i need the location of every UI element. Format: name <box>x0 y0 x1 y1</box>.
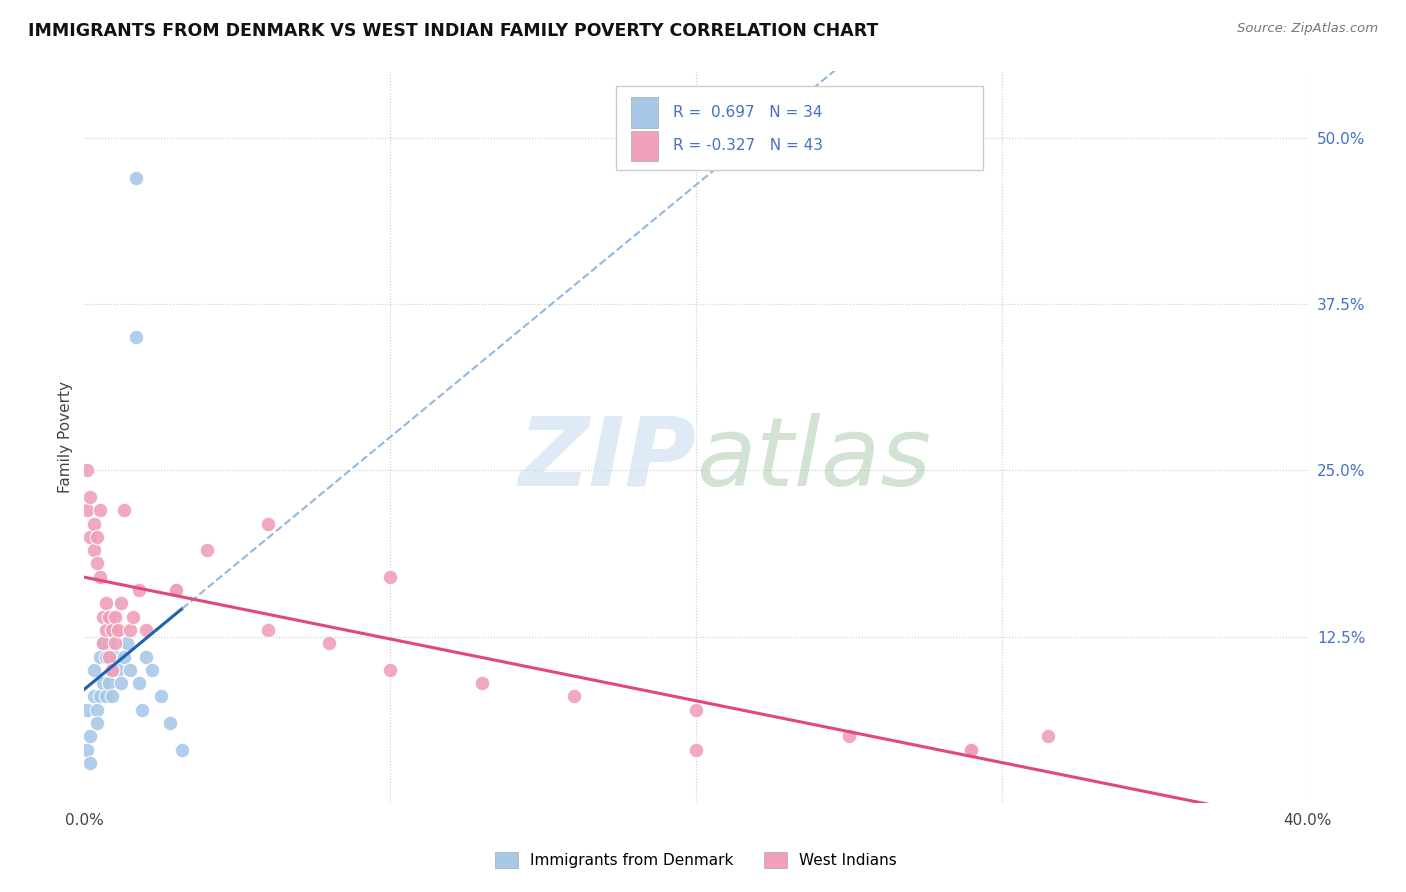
Text: R =  0.697   N = 34: R = 0.697 N = 34 <box>672 105 823 120</box>
Point <box>112 649 135 664</box>
Bar <box>631 130 658 161</box>
Point <box>120 663 142 677</box>
Text: atlas: atlas <box>696 412 931 506</box>
Point <box>101 623 124 637</box>
Point <box>120 623 142 637</box>
Point <box>115 636 138 650</box>
Point <box>79 490 101 504</box>
Point <box>76 463 98 477</box>
Text: R = -0.327   N = 43: R = -0.327 N = 43 <box>672 138 823 153</box>
Point <box>135 649 157 664</box>
Point <box>91 636 114 650</box>
Point <box>104 636 127 650</box>
Point <box>125 330 148 344</box>
Point <box>86 703 108 717</box>
Point <box>131 703 153 717</box>
Point <box>838 729 860 743</box>
Point <box>89 690 111 704</box>
Point <box>110 596 132 610</box>
Point <box>960 742 983 756</box>
Point <box>83 516 105 531</box>
Point <box>165 582 187 597</box>
Point <box>79 530 101 544</box>
Point <box>83 663 105 677</box>
Point <box>76 703 98 717</box>
Legend: Immigrants from Denmark, West Indians: Immigrants from Denmark, West Indians <box>495 853 897 868</box>
Point <box>112 503 135 517</box>
Point <box>195 543 218 558</box>
Point <box>128 582 150 597</box>
Point <box>159 716 181 731</box>
Point <box>79 756 101 770</box>
Point <box>380 663 402 677</box>
Point <box>125 170 148 185</box>
Point <box>104 609 127 624</box>
Point <box>960 742 983 756</box>
Point <box>471 676 494 690</box>
Point <box>97 609 120 624</box>
Point <box>89 649 111 664</box>
Point <box>122 609 145 624</box>
Point <box>380 570 402 584</box>
Point <box>141 663 163 677</box>
Point <box>685 742 707 756</box>
Point <box>94 623 117 637</box>
Text: IMMIGRANTS FROM DENMARK VS WEST INDIAN FAMILY POVERTY CORRELATION CHART: IMMIGRANTS FROM DENMARK VS WEST INDIAN F… <box>28 22 879 40</box>
Point <box>91 676 114 690</box>
Point <box>83 690 105 704</box>
Point <box>86 716 108 731</box>
Point <box>79 729 101 743</box>
Point <box>110 676 132 690</box>
Point <box>83 543 105 558</box>
Point <box>562 690 585 704</box>
Point <box>149 690 172 704</box>
Text: Source: ZipAtlas.com: Source: ZipAtlas.com <box>1237 22 1378 36</box>
Point <box>101 690 124 704</box>
Point <box>91 609 114 624</box>
Point <box>257 516 280 531</box>
Point <box>76 503 98 517</box>
Point <box>91 636 114 650</box>
Point <box>685 703 707 717</box>
Point <box>76 742 98 756</box>
Point <box>97 649 120 664</box>
Text: ZIP: ZIP <box>517 412 696 506</box>
Y-axis label: Family Poverty: Family Poverty <box>58 381 73 493</box>
Point <box>165 582 187 597</box>
Point <box>104 623 127 637</box>
Point <box>101 663 124 677</box>
Bar <box>631 97 658 128</box>
Point <box>257 623 280 637</box>
Point <box>89 503 111 517</box>
Point <box>89 570 111 584</box>
Point <box>94 596 117 610</box>
Point <box>135 623 157 637</box>
Point <box>97 636 120 650</box>
Point <box>86 557 108 571</box>
Point <box>97 676 120 690</box>
Point <box>104 649 127 664</box>
Point <box>94 649 117 664</box>
Point <box>107 623 129 637</box>
Point <box>128 676 150 690</box>
Point <box>318 636 340 650</box>
Point <box>101 663 124 677</box>
Point <box>86 530 108 544</box>
Point <box>172 742 194 756</box>
Point <box>1036 729 1059 743</box>
Point <box>107 663 129 677</box>
FancyBboxPatch shape <box>616 86 983 170</box>
Point <box>94 690 117 704</box>
